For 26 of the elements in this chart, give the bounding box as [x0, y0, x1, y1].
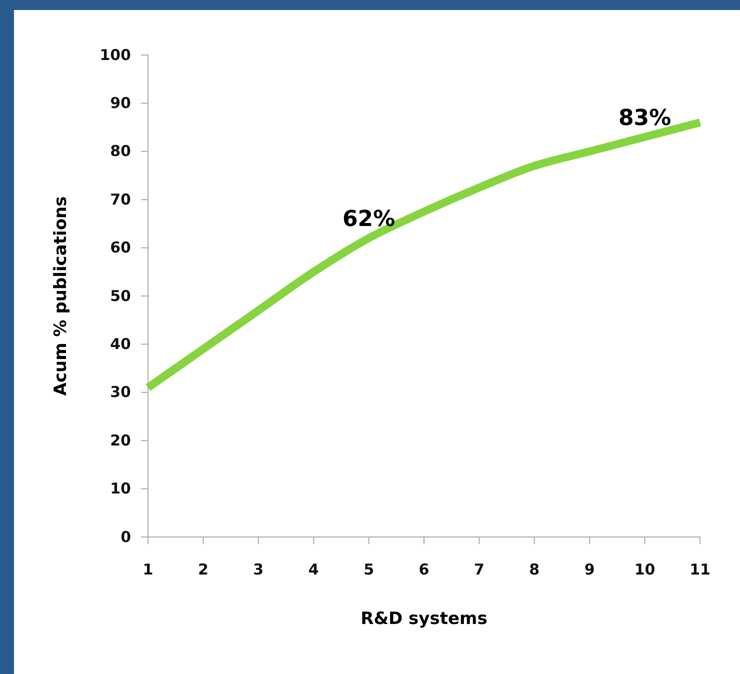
x-tick-label: 4: [308, 560, 319, 579]
y-tick-label: 30: [110, 383, 131, 402]
x-tick-label: 10: [634, 560, 656, 579]
y-tick-label: 20: [110, 431, 131, 450]
y-tick-label: 60: [110, 238, 131, 257]
x-tick-label: 8: [529, 560, 540, 579]
x-tick-label: 2: [198, 560, 208, 579]
x-axis-title: R&D systems: [360, 609, 488, 629]
x-tick-label: 5: [364, 560, 374, 579]
y-axis-title: Acum % publications: [51, 196, 71, 396]
x-tick-label: 1: [142, 560, 154, 579]
y-tick-label: 40: [110, 335, 131, 353]
annotation: 62%: [342, 207, 396, 232]
x-tick-label: 11: [690, 560, 710, 579]
y-tick-label: 0: [120, 528, 131, 546]
y-tick-label: 50: [110, 286, 131, 305]
y-tick-label: 10: [110, 480, 131, 498]
y-tick-label: 100: [100, 46, 131, 64]
annotation: 83%: [618, 106, 672, 131]
x-tick-label: 7: [474, 560, 484, 579]
y-tick-label: 80: [110, 142, 131, 160]
x-tick-label: 6: [418, 560, 430, 579]
x-tick-label: 9: [584, 560, 595, 579]
y-tick-label: 70: [110, 190, 131, 208]
x-tick-label: 3: [253, 560, 264, 579]
y-tick-label: 90: [110, 94, 131, 112]
